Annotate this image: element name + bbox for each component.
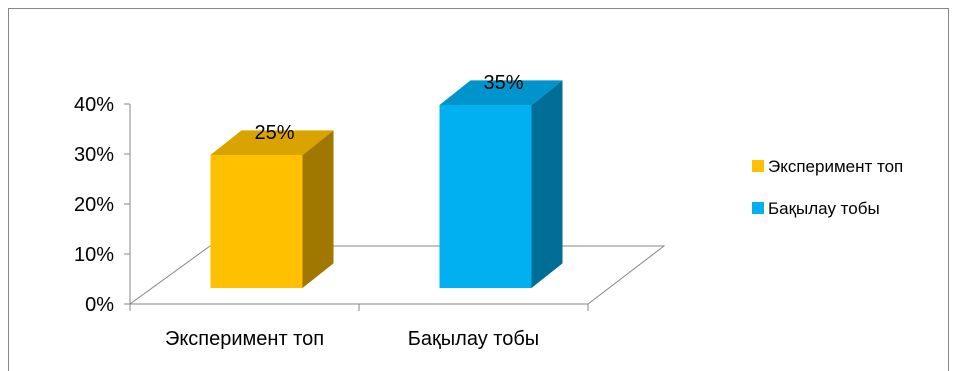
y-tick-label: 20% [74, 194, 114, 216]
legend-item: Эксперимент топ [752, 157, 903, 176]
axes: 0% 10% 20% 30% 40% [74, 94, 589, 316]
data-label: 35% [483, 72, 523, 94]
bar-top [210, 130, 334, 155]
labels: 25% Эксперимент топ 35% Бақылау тобы [165, 72, 539, 350]
bar-front [439, 105, 532, 288]
data-label: 25% [254, 122, 294, 144]
bars [210, 80, 563, 288]
bar-top [439, 80, 563, 105]
chart-frame [8, 8, 949, 371]
y-tick-label: 10% [74, 244, 114, 266]
bar-1 [210, 130, 334, 288]
bar-2 [439, 80, 563, 288]
bar-side [302, 130, 334, 288]
x-tick-label: Бақылау тобы [408, 328, 539, 350]
floor-plane [128, 245, 666, 305]
y-tick-label: 40% [74, 94, 114, 116]
legend-swatch [752, 202, 764, 214]
bar-side [531, 80, 563, 288]
y-tick-label: 30% [74, 144, 114, 166]
chart-floor [128, 245, 666, 305]
legend-label: Бақылау тобы [768, 199, 880, 218]
legend-swatch [752, 160, 764, 172]
x-tick-label: Эксперимент топ [165, 328, 324, 350]
bar-front [210, 155, 303, 288]
legend: Эксперимент топ Бақылау тобы [752, 157, 903, 218]
legend-label: Эксперимент топ [768, 157, 903, 176]
legend-item: Бақылау тобы [752, 199, 880, 218]
y-tick-label: 0% [85, 294, 114, 316]
